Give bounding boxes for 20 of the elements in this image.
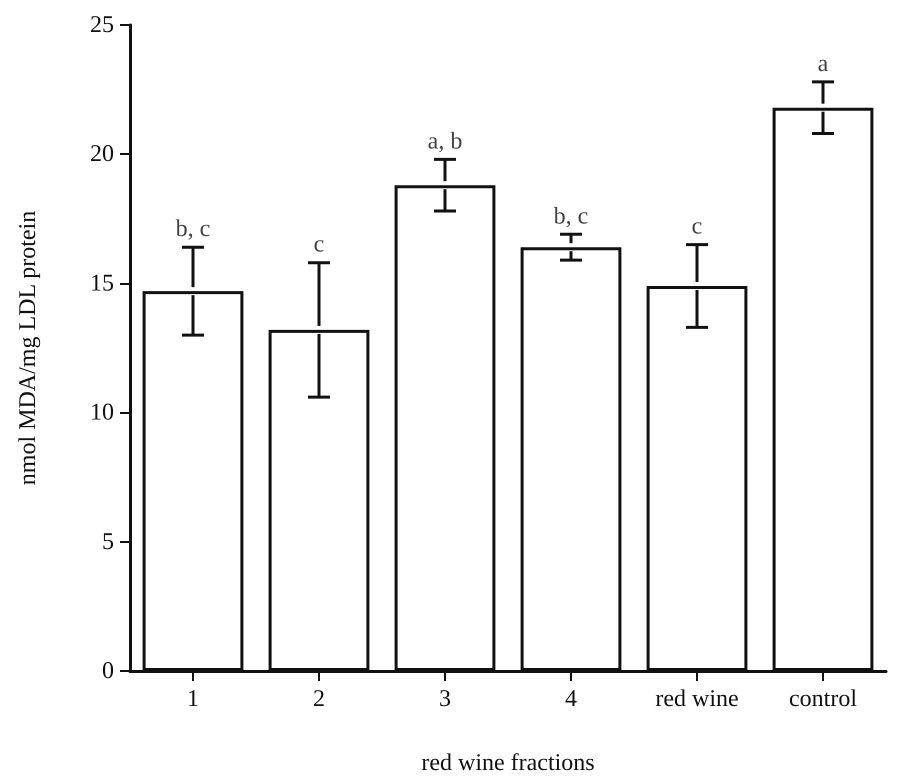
x-axis-title: red wine fractions — [421, 750, 595, 776]
annotation: a, b — [428, 128, 462, 154]
x-tick-label: 2 — [313, 686, 325, 712]
y-tick-label: 5 — [102, 528, 114, 555]
x-tick-label: 1 — [187, 686, 199, 712]
annotation: c — [692, 214, 702, 240]
annotation: c — [314, 232, 324, 258]
annotation: b, c — [554, 203, 588, 230]
x-tick-label: control — [789, 686, 858, 712]
x-tick-label: 4 — [565, 686, 577, 712]
y-tick-label: 10 — [90, 400, 114, 426]
x-tick-label: 3 — [439, 686, 451, 712]
y-tick-label: 15 — [90, 270, 114, 296]
annotation: b, c — [176, 216, 210, 242]
y-tick-label: 0 — [102, 658, 114, 684]
annotation: a — [818, 50, 829, 77]
y-tick-label: 20 — [90, 141, 114, 168]
x-tick-label: red wine — [655, 686, 739, 712]
y-tick-label: 25 — [90, 12, 114, 38]
y-axis-title: nmol MDA/mg LDL protein — [15, 210, 41, 486]
